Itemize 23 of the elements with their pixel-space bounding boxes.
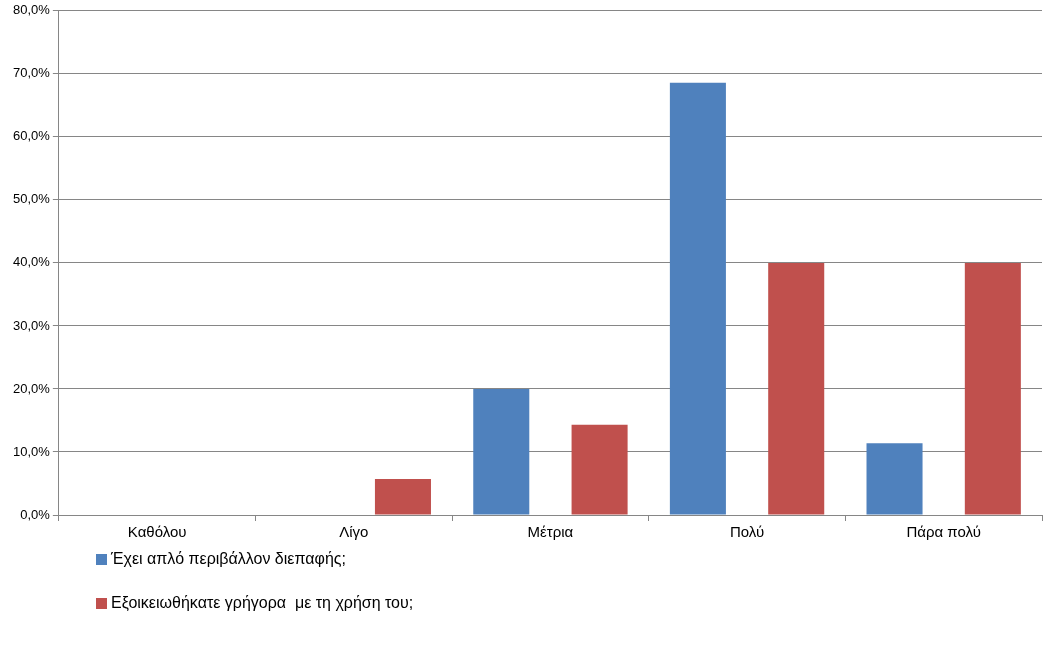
y-tick-label: 70,0%: [12, 65, 51, 81]
y-tick-label: 60,0%: [12, 128, 51, 144]
legend-label: Έχει απλό περιβάλλον διεπαφής;: [111, 550, 346, 568]
x-tick-label: Καθόλου: [127, 523, 187, 541]
y-tick-label: 20,0%: [12, 380, 51, 396]
bar: [669, 82, 726, 515]
x-tick-label: Μέτρια: [527, 523, 574, 541]
y-tick-label: 0,0%: [20, 506, 51, 522]
bar: [768, 262, 825, 515]
x-tick-label: Λίγο: [339, 523, 369, 541]
x-tick-label: Πάρα πολύ: [906, 523, 981, 541]
y-tick-label: 40,0%: [12, 254, 51, 270]
x-tick-label: Πολύ: [729, 523, 765, 541]
bar: [473, 388, 530, 515]
bar: [571, 424, 628, 515]
bar: [374, 479, 431, 515]
y-tick-label: 30,0%: [12, 317, 51, 333]
bar: [866, 443, 923, 515]
y-tick-label: 10,0%: [12, 443, 51, 459]
y-tick-label: 50,0%: [12, 191, 51, 207]
y-tick-label: 80,0%: [12, 2, 51, 18]
bar: [964, 262, 1021, 515]
legend-label: Εξοικειωθήκατε γρήγορα με τη χρήση του;: [111, 594, 414, 612]
